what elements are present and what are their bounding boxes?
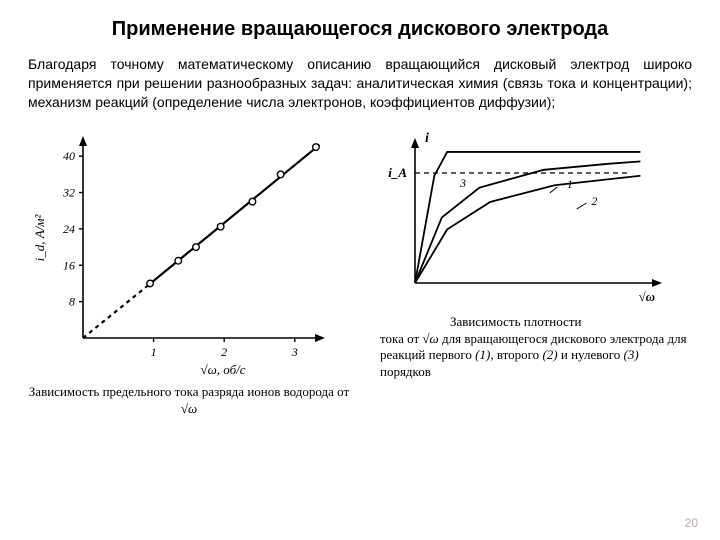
chart-left: 8 16 24 32 40 1 2 3 √ω, об/с i_d, А/м² (28, 128, 338, 378)
svg-text:40: 40 (63, 149, 75, 163)
svg-text:2: 2 (591, 194, 597, 208)
svg-text:8: 8 (69, 294, 75, 308)
page-title: Применение вращающегося дискового электр… (28, 18, 692, 41)
svg-text:2: 2 (221, 345, 227, 359)
figure-left: 8 16 24 32 40 1 2 3 √ω, об/с i_d, А/м² Зависимост… (28, 128, 350, 418)
intro-paragraph: Благодаря точному математическому описан… (28, 55, 692, 112)
svg-text:1: 1 (567, 177, 573, 191)
svg-text:16: 16 (63, 258, 75, 272)
svg-text:1: 1 (151, 345, 157, 359)
svg-text:24: 24 (63, 222, 75, 236)
caption-right: Зависимость плотности тока от √ω для вра… (370, 314, 692, 382)
svg-text:3: 3 (459, 176, 466, 190)
svg-text:i: i (425, 131, 429, 146)
svg-text:√ω: √ω (638, 289, 655, 304)
caption-left: Зависимость предельного тока разряда ион… (28, 384, 350, 418)
svg-text:3: 3 (291, 345, 298, 359)
figures-row: 816243240123√ω, об/сi_d, А/м² Зависимост… (28, 128, 692, 418)
svg-text:32: 32 (62, 185, 75, 199)
svg-text:i_A: i_A (388, 165, 407, 180)
figure-right: i i_A 3 1 2 √ω Зависимость плотности тока от … (370, 128, 692, 418)
chart-right: i i_A 3 1 2 √ω (370, 128, 680, 308)
page-number: 20 (685, 516, 698, 530)
svg-text:i_d, А/м²: i_d, А/м² (32, 213, 47, 261)
svg-text:√ω, об/с: √ω, об/с (200, 362, 245, 377)
